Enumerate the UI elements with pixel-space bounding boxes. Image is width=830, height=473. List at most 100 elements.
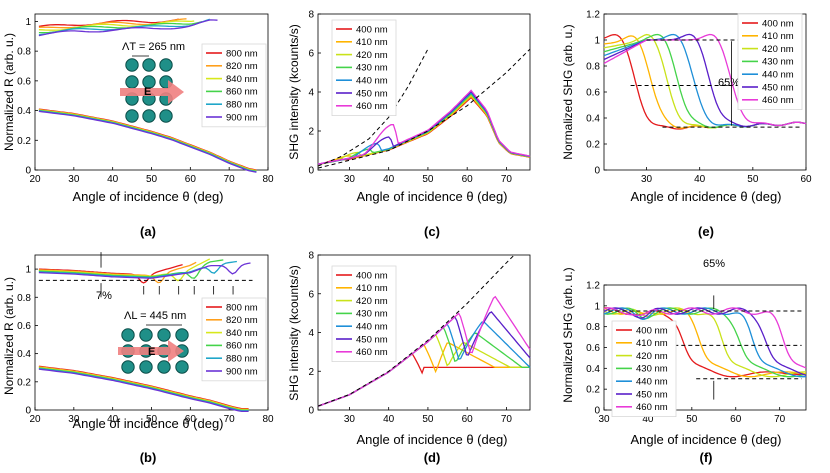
legend-entry-c: 410 nm [356, 37, 388, 48]
legend-entry-a: 880 nm [226, 100, 258, 111]
legend-entry-b: 800 nm [226, 302, 258, 313]
xtick-label-d: 50 [422, 414, 434, 425]
legend-box-a [201, 43, 267, 128]
field-arrow-a [120, 80, 184, 104]
legend-entry-d: 410 nm [356, 283, 388, 294]
xtick-label-b: 20 [29, 414, 41, 425]
ytick-label-c: 8 [308, 10, 314, 21]
nanodisk-a [142, 58, 156, 72]
dashed-envelope-d [317, 254, 515, 407]
ytick-label-e: 0.2 [586, 140, 600, 151]
ytick-label-a: 0 [25, 166, 31, 177]
legend-entry-e: 430 nm [762, 57, 794, 68]
series-upper-b [38, 258, 211, 282]
xtick-label-b: 30 [68, 414, 80, 425]
ylabel-d: SHG intensity (kcounts/s) [287, 265, 301, 400]
legend-entry-e: 410 nm [762, 31, 794, 42]
ytick-label-b: 0.4 [17, 349, 31, 360]
nanodisk-b [175, 360, 189, 374]
legend-entry-d: 450 nm [356, 334, 388, 345]
xtick-label-f: 40 [642, 414, 654, 425]
xtick-label-a: 40 [107, 174, 119, 185]
series-upper-b [38, 263, 183, 284]
legend-entry-e: 420 nm [762, 44, 794, 55]
xtick-label-e: 40 [694, 174, 706, 185]
ytick-label-a: 1 [25, 17, 31, 28]
axes-c: 30 40 50 60 70 0 2 4 6 8 [308, 10, 531, 185]
panel-label-f: (f) [700, 450, 713, 465]
ytick-label-d: 0 [308, 406, 314, 417]
series-c [317, 89, 531, 165]
series-f [603, 307, 806, 378]
legend-entry-d: 430 nm [356, 309, 388, 320]
nanodisk-b [121, 328, 135, 342]
axes-b: 20 30 40 50 60 70 80 0 0.2 0.4 0.6 0.8 1 [17, 254, 274, 425]
ytick-label-e: 0.6 [586, 88, 600, 99]
lattice-inset-b: E [118, 324, 189, 374]
nanodisk-b [157, 360, 171, 374]
series-lower-b [38, 368, 249, 413]
legend-entry-c: 440 nm [356, 76, 388, 87]
axes-e: 30 40 50 60 0 0.2 0.4 0.6 0.8 1 1.2 [586, 10, 812, 186]
nanodisk-a [125, 109, 139, 123]
series-upper-b [38, 259, 224, 279]
axes-a: 20 30 40 50 60 70 80 0 0.2 0.4 0.6 0.8 1 [17, 13, 274, 185]
xtick-label-a: 80 [262, 174, 274, 185]
ytick-label-e: 0 [594, 166, 600, 177]
legend-entry-b: 820 nm [226, 315, 258, 326]
ylabel-f: Normalized SHG (arb. u.) [561, 267, 575, 402]
xtick-label-d: 60 [462, 414, 474, 425]
ytick-label-a: 0.4 [17, 106, 31, 117]
xtick-label-c: 40 [383, 174, 395, 185]
panel-label-b: (b) [140, 450, 157, 465]
xtick-label-f: 30 [598, 414, 610, 425]
xtick-label-a: 70 [224, 174, 236, 185]
xtick-label-d: 70 [501, 414, 513, 425]
series-lower-a [38, 110, 257, 173]
legend-entry-b: 860 nm [226, 341, 258, 352]
axes-f: 30 40 50 60 70 0 0.2 0.4 0.6 0.8 1 1.2 [586, 281, 807, 425]
dashed-envelope-shallow-c [317, 48, 531, 169]
ytick-label-f: 1.2 [586, 281, 600, 292]
lattice-inset-a: E [120, 55, 184, 123]
xtick-label-b: 60 [185, 414, 197, 425]
legend-entry-f: 420 nm [636, 351, 668, 362]
xtick-label-b: 40 [107, 414, 119, 425]
ytick-label-e: 1.2 [586, 10, 600, 21]
xtick-label-b: 70 [224, 414, 236, 425]
legend-entry-e: 440 nm [762, 70, 794, 81]
ytick-label-f: 0.8 [586, 322, 600, 333]
legend-entry-c: 400 nm [356, 24, 388, 35]
xtick-label-f: 70 [774, 414, 786, 425]
legend-entry-f: 430 nm [636, 364, 668, 375]
legend-entry-b: 880 nm [226, 354, 258, 365]
ytick-label-b: 0 [25, 406, 31, 417]
field-label-b: E [148, 346, 155, 358]
ytick-label-a: 0.2 [17, 136, 31, 147]
legend-entry-a: 860 nm [226, 87, 258, 98]
ytick-label-d: 8 [308, 251, 314, 262]
panel-label-a: (a) [140, 224, 156, 239]
panel-label-c: (c) [424, 224, 440, 239]
nanodisk-a [159, 58, 173, 72]
xtick-label-c: 50 [422, 174, 434, 185]
xlabel-f: Angle of incidence θ (deg) [630, 432, 781, 447]
legend-entry-f: 410 nm [636, 338, 668, 349]
legend-entry-a: 900 nm [226, 112, 258, 123]
xtick-label-d: 40 [383, 414, 395, 425]
dashed-envelope-steep-c [317, 48, 429, 167]
series-f [603, 307, 807, 376]
legend-entry-d: 460 nm [356, 347, 388, 358]
panel-label-d: (d) [424, 450, 441, 465]
ylabel-c: SHG intensity (kcounts/s) [287, 24, 301, 159]
legend-entry-b: 900 nm [226, 366, 258, 377]
xtick-label-b: 50 [146, 414, 158, 425]
ytick-label-b: 0.2 [17, 377, 31, 388]
ytick-label-f: 0.6 [586, 343, 600, 354]
nanodisk-b [175, 328, 189, 342]
